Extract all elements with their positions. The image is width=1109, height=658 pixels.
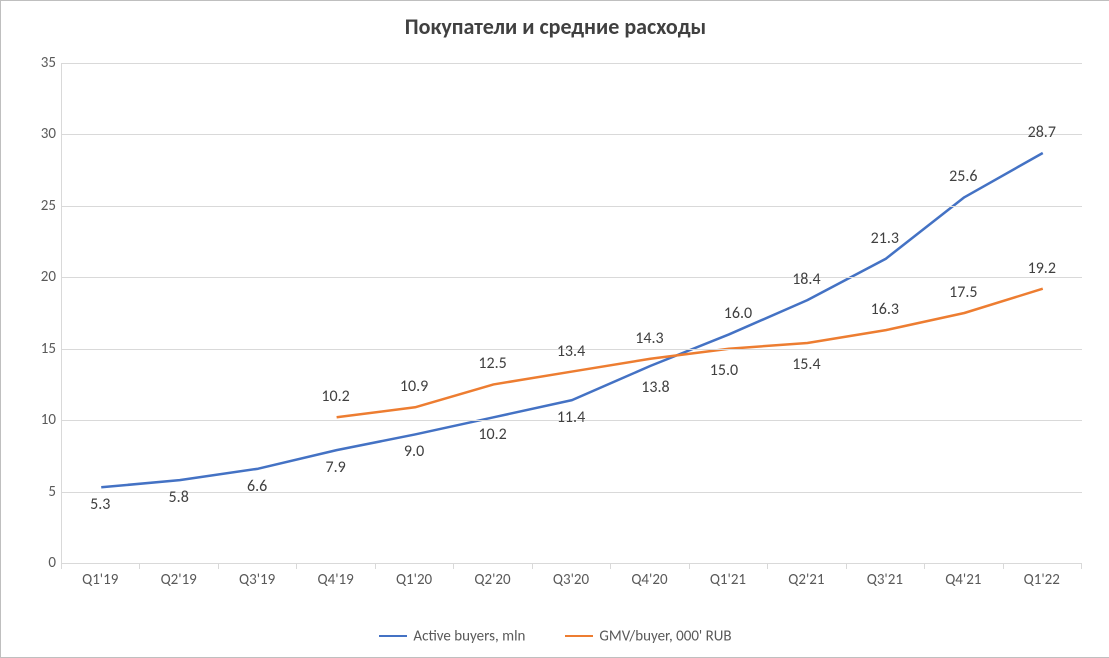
data-label: 18.4	[792, 270, 820, 289]
y-axis-label: 30	[16, 125, 56, 143]
x-tick	[375, 563, 376, 569]
data-label: 11.4	[557, 408, 585, 427]
series-svg	[62, 63, 1082, 563]
plot-area	[61, 63, 1082, 564]
gridline	[62, 492, 1082, 493]
data-label: 17.5	[949, 283, 977, 302]
data-label: 19.2	[1028, 259, 1056, 278]
legend-swatch	[565, 635, 593, 637]
x-tick	[689, 563, 690, 569]
x-axis-label: Q2'21	[788, 571, 824, 589]
y-axis-label: 0	[16, 554, 56, 572]
data-label: 5.8	[169, 488, 189, 507]
x-axis-label: Q4'19	[318, 571, 354, 589]
data-label: 13.4	[557, 342, 585, 361]
x-axis-label: Q3'21	[867, 571, 903, 589]
x-tick	[767, 563, 768, 569]
data-label: 10.2	[321, 387, 349, 406]
gridline	[62, 134, 1082, 135]
data-label: 10.9	[400, 377, 428, 396]
x-axis-label: Q4'21	[945, 571, 981, 589]
data-label: 16.0	[724, 304, 752, 323]
x-axis-label: Q1'19	[82, 571, 118, 589]
data-label: 28.7	[1028, 123, 1056, 142]
legend-item: Active buyers, mln	[379, 627, 525, 645]
x-tick	[296, 563, 297, 569]
x-tick	[139, 563, 140, 569]
x-tick	[532, 563, 533, 569]
data-label: 15.0	[710, 361, 738, 380]
x-axis-label: Q2'20	[474, 571, 510, 589]
gridline	[62, 63, 1082, 64]
line-chart: Покупатели и средние расходы Active buye…	[0, 0, 1109, 658]
x-axis-label: Q1'20	[396, 571, 432, 589]
data-label: 13.8	[641, 378, 669, 397]
x-tick	[218, 563, 219, 569]
data-label: 10.2	[478, 425, 506, 444]
data-label: 9.0	[404, 442, 424, 461]
x-tick	[924, 563, 925, 569]
x-tick	[61, 563, 62, 569]
x-axis-label: Q1'21	[710, 571, 746, 589]
x-axis-label: Q2'19	[161, 571, 197, 589]
x-tick	[1081, 563, 1082, 569]
y-axis-label: 15	[16, 340, 56, 358]
data-label: 16.3	[871, 300, 899, 319]
data-label: 21.3	[871, 229, 899, 248]
y-axis-label: 35	[16, 54, 56, 72]
x-tick	[846, 563, 847, 569]
data-label: 7.9	[325, 458, 345, 477]
legend: Active buyers, mln GMV/buyer, 000' RUB	[1, 627, 1109, 645]
data-label: 5.3	[90, 495, 110, 514]
gridline	[62, 206, 1082, 207]
x-axis-label: Q4'20	[631, 571, 667, 589]
gridline	[62, 277, 1082, 278]
x-tick	[453, 563, 454, 569]
data-label: 25.6	[949, 167, 977, 186]
data-label: 14.3	[635, 329, 663, 348]
y-axis-label: 20	[16, 268, 56, 286]
legend-swatch	[379, 635, 407, 637]
y-axis-label: 10	[16, 411, 56, 429]
chart-title: Покупатели и средние расходы	[1, 13, 1109, 40]
y-axis-label: 25	[16, 197, 56, 215]
data-label: 12.5	[478, 354, 506, 373]
legend-item: GMV/buyer, 000' RUB	[565, 627, 731, 645]
x-tick	[1003, 563, 1004, 569]
series-line	[101, 153, 1043, 487]
x-axis-label: Q3'19	[239, 571, 275, 589]
legend-label: GMV/buyer, 000' RUB	[599, 627, 731, 645]
legend-label: Active buyers, mln	[413, 627, 525, 645]
data-label: 6.6	[247, 477, 267, 496]
y-axis-label: 5	[16, 483, 56, 501]
series-line	[337, 289, 1043, 418]
x-axis-label: Q1'22	[1024, 571, 1060, 589]
x-tick	[610, 563, 611, 569]
x-axis-label: Q3'20	[553, 571, 589, 589]
data-label: 15.4	[792, 355, 820, 374]
